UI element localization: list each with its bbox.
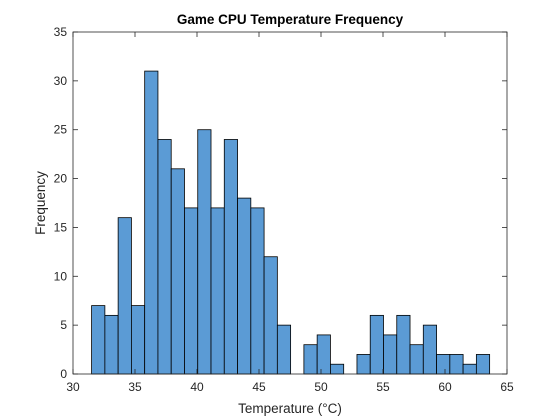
x-tick-label: 50 — [314, 380, 328, 394]
x-ticks-group: 30 35 40 45 50 55 60 65 — [66, 32, 514, 394]
histogram-bar — [157, 139, 172, 375]
bars-group — [91, 70, 491, 375]
y-tick-label: 20 — [54, 172, 68, 186]
histogram-bar — [475, 354, 491, 375]
histogram-bar — [263, 256, 278, 375]
histogram-bar — [422, 324, 437, 375]
y-tick-label: 25 — [54, 123, 68, 137]
histogram-bar — [184, 207, 199, 375]
y-tick-label: 0 — [60, 367, 67, 381]
y-tick-label: 5 — [60, 318, 67, 332]
y-tick-label: 15 — [54, 220, 68, 234]
histogram-bar — [316, 334, 331, 375]
histogram-bar — [237, 197, 252, 375]
histogram-bar — [223, 139, 238, 375]
histogram-bar — [462, 363, 477, 375]
histogram-bar — [436, 354, 451, 375]
x-tick-label: 60 — [438, 380, 452, 394]
chart-title: Game CPU Temperature Frequency — [177, 12, 404, 27]
x-tick-label: 55 — [376, 380, 390, 394]
x-tick-label: 45 — [252, 380, 266, 394]
histogram-bar — [130, 305, 146, 375]
y-tick-label: 10 — [54, 269, 68, 283]
histogram-bar — [170, 168, 185, 375]
y-tick-label: 30 — [54, 74, 68, 88]
y-tick-label: 35 — [54, 25, 68, 39]
histogram-bar — [250, 207, 265, 375]
y-axis-label: Frequency — [33, 171, 48, 235]
x-tick-label: 65 — [500, 380, 514, 394]
histogram-bar — [197, 129, 212, 375]
histogram-bar — [383, 334, 398, 375]
histogram-bar — [369, 314, 384, 375]
x-tick-label: 30 — [66, 380, 80, 394]
histogram-bar — [396, 314, 411, 375]
histogram-bar — [117, 217, 132, 375]
histogram-bar — [210, 207, 225, 375]
histogram-bar — [91, 305, 106, 375]
histogram-bar — [449, 354, 464, 375]
axes-box — [72, 31, 508, 375]
histogram-bar — [276, 324, 292, 375]
x-axis-label: Temperature (°C) — [238, 401, 342, 416]
histogram-bar — [303, 344, 318, 375]
x-tick-label: 35 — [128, 380, 142, 394]
histogram-bar — [409, 344, 424, 375]
y-ticks-group: 0 5 10 15 20 25 30 35 — [54, 25, 507, 381]
histogram-bar — [330, 363, 345, 375]
histogram-bar — [104, 314, 119, 375]
histogram-bar — [356, 354, 371, 375]
histogram-bar — [144, 70, 159, 375]
x-tick-label: 40 — [190, 380, 204, 394]
axes-group — [72, 31, 508, 375]
